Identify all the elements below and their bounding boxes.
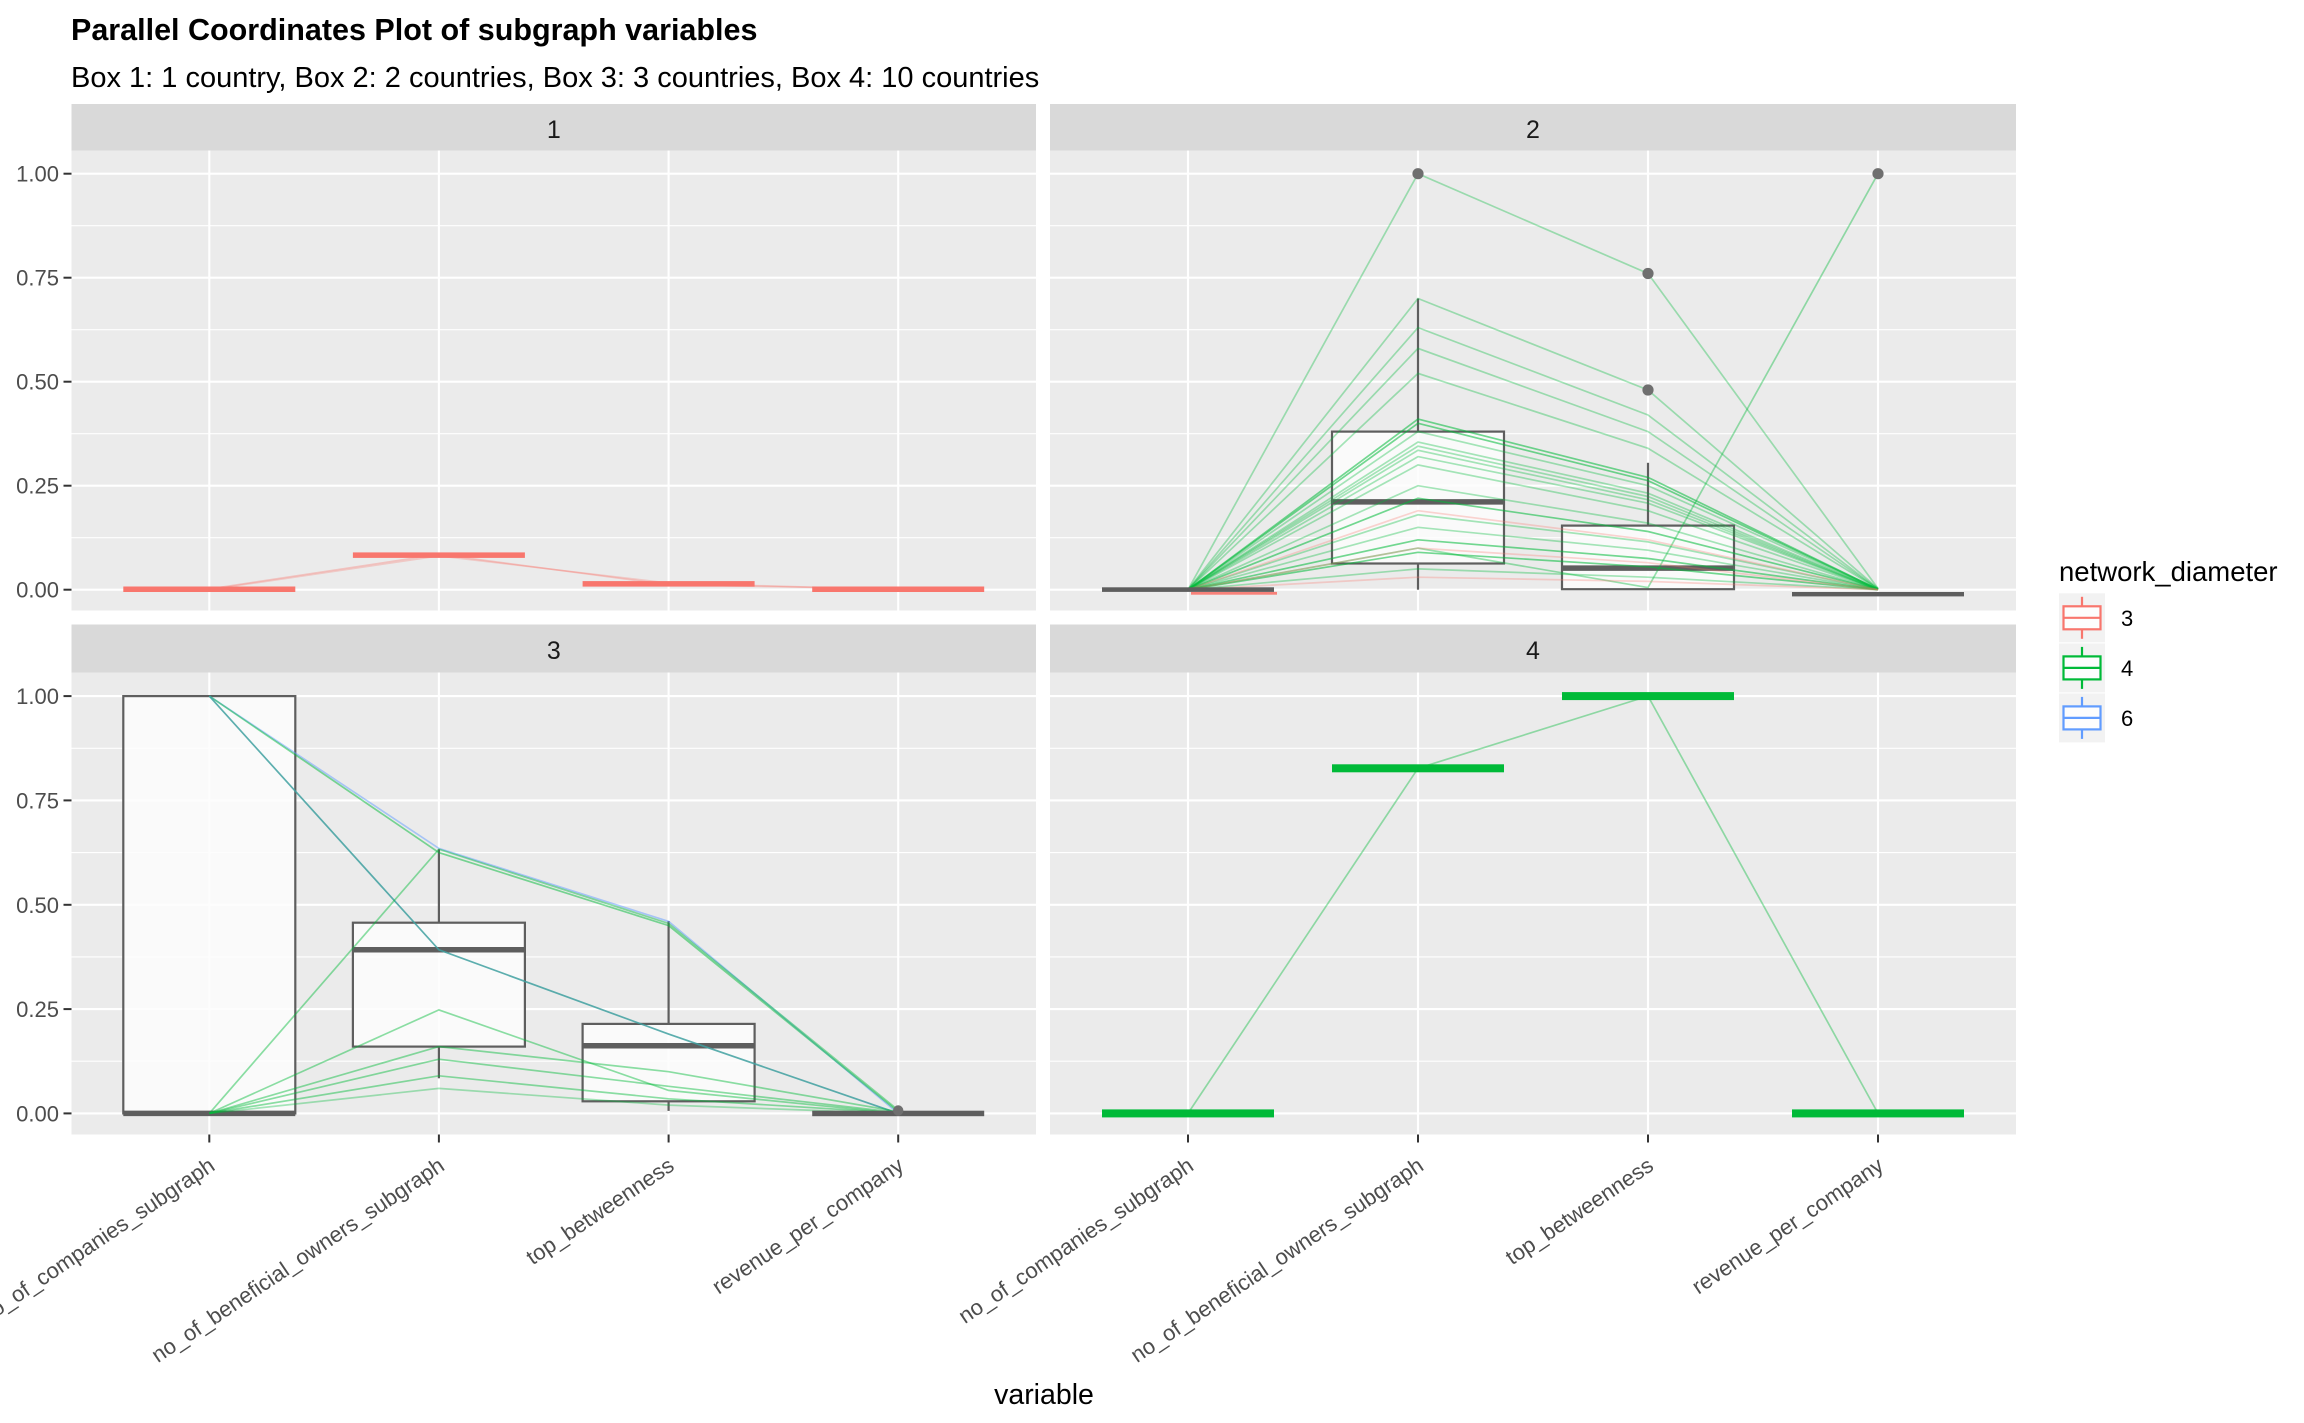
svg-text:Parallel Coordinates Plot of s: Parallel Coordinates Plot of subgraph va… (71, 13, 757, 47)
svg-text:3: 3 (2121, 606, 2133, 631)
svg-text:1: 1 (547, 116, 561, 144)
svg-text:4: 4 (1526, 637, 1540, 665)
svg-text:1.00: 1.00 (16, 162, 59, 187)
svg-text:0.25: 0.25 (16, 474, 59, 499)
svg-text:0.00: 0.00 (16, 578, 59, 603)
svg-text:network_diameter: network_diameter (2059, 556, 2278, 587)
svg-text:Box 1: 1 country, Box 2: 2 cou: Box 1: 1 country, Box 2: 2 countries, Bo… (71, 62, 1039, 94)
svg-text:0.75: 0.75 (16, 266, 59, 291)
svg-text:0.50: 0.50 (16, 893, 59, 918)
svg-text:4: 4 (2121, 656, 2133, 681)
svg-text:variable: variable (994, 1379, 1094, 1411)
svg-text:1.00: 1.00 (16, 684, 59, 709)
svg-text:2: 2 (1526, 116, 1540, 144)
svg-text:0.00: 0.00 (16, 1101, 59, 1126)
svg-text:0.50: 0.50 (16, 370, 59, 395)
svg-text:6: 6 (2121, 706, 2133, 731)
svg-text:3: 3 (547, 637, 561, 665)
svg-text:0.75: 0.75 (16, 788, 59, 813)
svg-text:0.25: 0.25 (16, 997, 59, 1022)
